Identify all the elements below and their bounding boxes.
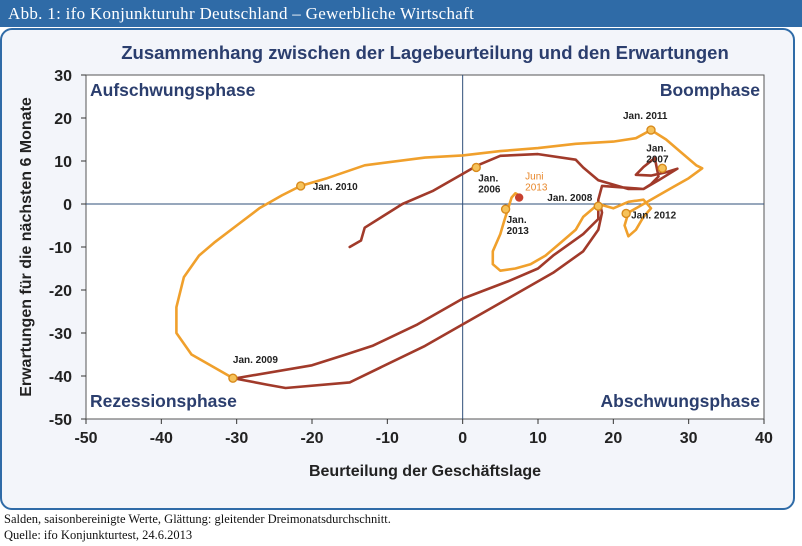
annotation-marker bbox=[657, 163, 667, 174]
chart-title: Zusammenhang zwischen der Lagebeurteilun… bbox=[121, 42, 729, 63]
annotation-label: Jan. 2007 bbox=[646, 143, 669, 165]
current-point-marker bbox=[514, 193, 524, 202]
y-tick-label: 0 bbox=[63, 197, 72, 214]
annotation-marker bbox=[471, 162, 481, 173]
series-line-1 bbox=[231, 152, 679, 390]
annotation-label-line: Jan. bbox=[646, 143, 666, 154]
figure-title: Abb. 1: ifo Konjunkturuhr Deutschland – … bbox=[8, 4, 475, 23]
x-tick-label: -50 bbox=[74, 430, 97, 447]
quadrant-label-boom: Boomphase bbox=[660, 80, 760, 100]
annotation-label-line: 2007 bbox=[646, 154, 669, 165]
y-axis-label: Erwartungen für die nächsten 6 Monate bbox=[18, 97, 35, 397]
chart-panel: -50 -40 -30 -20 -10 0 10 20 30 40 -50 -40 -30 -20 -10 0… bbox=[0, 28, 795, 510]
annotation-label-line: Jan. bbox=[507, 215, 527, 226]
annotation-marker bbox=[621, 208, 631, 219]
annotation-marker bbox=[228, 373, 238, 383]
annotation-label-line: Juni bbox=[525, 172, 543, 183]
x-tick-label: -40 bbox=[150, 430, 173, 447]
y-tick-label: 30 bbox=[54, 68, 72, 85]
annotation-label-line: 2013 bbox=[507, 226, 530, 237]
annotation-label-line: Jan. bbox=[478, 173, 498, 184]
annotation-marker bbox=[593, 201, 603, 211]
figure-header: Abb. 1: ifo Konjunkturuhr Deutschland – … bbox=[0, 0, 802, 27]
quadrant-label-downswing: Abschwungsphase bbox=[601, 391, 761, 411]
footer-note: Salden, saisonbereinigte Werte, Glättung… bbox=[4, 512, 391, 526]
annotation-label: Jan. 2008 bbox=[547, 193, 592, 204]
y-tick-label: 20 bbox=[54, 111, 72, 128]
y-tick-label: -50 bbox=[49, 412, 72, 429]
footer-source: Quelle: ifo Konjunkturtest, 24.6.2013 bbox=[4, 528, 193, 542]
y-tick-label: -20 bbox=[49, 283, 72, 300]
x-axis-label: Beurteilung der Geschäftslage bbox=[309, 463, 541, 480]
x-tick-label: 0 bbox=[458, 430, 467, 447]
annotation-label-line: 2006 bbox=[478, 184, 501, 195]
quadrant-label-upswing: Aufschwungsphase bbox=[90, 80, 256, 100]
y-tick-label: 10 bbox=[54, 154, 72, 171]
x-tick-label: -30 bbox=[225, 430, 248, 447]
annotation-marker bbox=[646, 125, 656, 135]
plot-area bbox=[85, 74, 765, 420]
y-tick-label: -40 bbox=[49, 369, 72, 386]
y-tick-label: -30 bbox=[49, 326, 72, 343]
quadrant-label-recession: Rezessionsphase bbox=[90, 391, 237, 411]
x-tick-label: -20 bbox=[300, 430, 323, 447]
chart-svg: -50 -40 -30 -20 -10 0 10 20 30 40 -50 -40 -30 -20 -10 0… bbox=[18, 42, 773, 480]
x-tick-label: 30 bbox=[680, 430, 698, 447]
annotation-label: Jan. 2009 bbox=[233, 355, 278, 366]
annotation-label: Jan. 2011 bbox=[623, 111, 668, 122]
x-tick-label: 40 bbox=[755, 430, 773, 447]
annotation-label-line: 2013 bbox=[525, 183, 548, 194]
annotation-marker bbox=[296, 181, 306, 191]
annotation-label: Juni 2013 bbox=[525, 172, 548, 194]
x-tick-label: 20 bbox=[604, 430, 622, 447]
x-tick-label: -10 bbox=[376, 430, 399, 447]
annotation-label: Jan. 2012 bbox=[631, 210, 676, 221]
annotation-marker bbox=[500, 204, 511, 214]
annotation-label: Jan. 2010 bbox=[313, 182, 358, 193]
annotation-label: Jan. 2006 bbox=[478, 173, 501, 195]
series-line-2 bbox=[175, 128, 704, 380]
annotation-label: Jan. 2013 bbox=[507, 215, 530, 237]
x-tick-label: 10 bbox=[529, 430, 547, 447]
y-tick-label: -10 bbox=[49, 240, 72, 257]
